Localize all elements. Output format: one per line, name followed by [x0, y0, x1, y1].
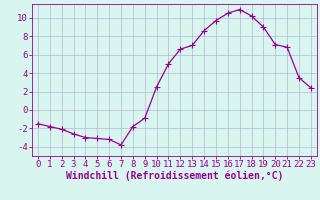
X-axis label: Windchill (Refroidissement éolien,°C): Windchill (Refroidissement éolien,°C) [66, 171, 283, 181]
